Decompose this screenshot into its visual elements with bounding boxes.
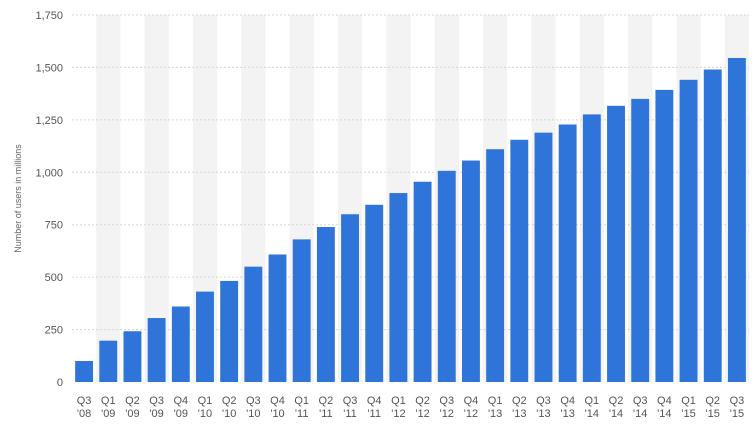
x-tick-label-year: '09	[125, 408, 139, 420]
bar[interactable]	[99, 340, 118, 382]
bars	[75, 57, 746, 383]
x-tick-label-quarter: Q3	[343, 395, 358, 407]
bar[interactable]	[292, 239, 311, 382]
x-tick-label-quarter: Q2	[222, 395, 237, 407]
y-tick-label: 750	[45, 220, 63, 232]
x-tick-label-quarter: Q4	[657, 395, 672, 407]
x-tick-label-quarter: Q4	[270, 395, 285, 407]
bar[interactable]	[437, 170, 456, 382]
bar[interactable]	[727, 57, 746, 383]
bar[interactable]	[510, 139, 529, 382]
bar[interactable]	[268, 254, 287, 382]
x-tick-label-quarter: Q2	[512, 395, 527, 407]
x-tick-label-year: '09	[149, 408, 163, 420]
x-tick-label-quarter: Q1	[391, 395, 406, 407]
x-tick-label-quarter: Q1	[198, 395, 213, 407]
bar[interactable]	[631, 98, 650, 382]
bar[interactable]	[196, 291, 214, 382]
x-tick-label-year: '12	[415, 408, 429, 420]
bar[interactable]	[365, 204, 384, 382]
x-tick-label-quarter: Q4	[173, 395, 188, 407]
x-tick-label-year: '11	[343, 408, 357, 420]
x-axis-ticks: Q3'08Q1'09Q2'09Q3'09Q4'09Q1'10Q2'10Q3'10…	[77, 395, 745, 420]
bar[interactable]	[582, 114, 601, 382]
x-tick-label-quarter: Q4	[560, 395, 575, 407]
x-tick-label-quarter: Q2	[125, 395, 140, 407]
x-tick-label-quarter: Q1	[584, 395, 599, 407]
bar[interactable]	[123, 331, 142, 382]
x-tick-label-year: '15	[706, 408, 720, 420]
bar[interactable]	[534, 132, 553, 382]
x-tick-label-year: '11	[295, 408, 309, 420]
x-tick-label-quarter: Q1	[681, 395, 696, 407]
x-tick-label-year: '13	[488, 408, 502, 420]
x-tick-label-quarter: Q3	[439, 395, 454, 407]
bar[interactable]	[147, 318, 166, 382]
x-tick-label-quarter: Q4	[464, 395, 479, 407]
x-tick-label-quarter: Q2	[319, 395, 334, 407]
bar[interactable]	[462, 160, 480, 382]
x-tick-label-year: '09	[101, 408, 115, 420]
x-tick-label-year: '10	[270, 408, 284, 420]
bar[interactable]	[316, 227, 335, 382]
x-tick-label-quarter: Q3	[633, 395, 648, 407]
x-tick-label-quarter: Q1	[101, 395, 116, 407]
x-tick-label-quarter: Q3	[246, 395, 261, 407]
x-tick-label-year: '14	[609, 408, 623, 420]
x-tick-label-quarter: Q2	[415, 395, 430, 407]
bar[interactable]	[558, 124, 577, 382]
x-tick-label-quarter: Q4	[367, 395, 382, 407]
bar[interactable]	[75, 361, 94, 382]
x-tick-label-year: '10	[222, 408, 236, 420]
x-tick-label-quarter: Q2	[609, 395, 624, 407]
x-tick-label-year: '09	[174, 408, 188, 420]
y-tick-label: 250	[45, 325, 63, 337]
x-tick-label-year: '15	[681, 408, 695, 420]
bar[interactable]	[341, 214, 359, 382]
x-tick-label-year: '12	[391, 408, 405, 420]
x-tick-label-quarter: Q1	[294, 395, 309, 407]
x-tick-label-year: '12	[464, 408, 478, 420]
y-tick-label: 1,750	[35, 10, 63, 22]
bar[interactable]	[413, 181, 432, 382]
bar[interactable]	[703, 69, 722, 383]
bar[interactable]	[486, 149, 505, 382]
x-tick-label-quarter: Q3	[730, 395, 745, 407]
x-tick-label-quarter: Q3	[149, 395, 164, 407]
bar[interactable]	[607, 105, 625, 383]
x-tick-label-year: '13	[512, 408, 526, 420]
x-tick-label-year: '15	[730, 408, 744, 420]
x-tick-label-year: '13	[560, 408, 574, 420]
x-tick-label-quarter: Q3	[77, 395, 92, 407]
x-tick-label-year: '11	[319, 408, 333, 420]
x-tick-label-year: '10	[198, 408, 212, 420]
x-tick-label-quarter: Q1	[488, 395, 503, 407]
y-tick-label: 1,500	[35, 62, 63, 74]
bar[interactable]	[244, 266, 263, 382]
bar[interactable]	[220, 280, 239, 382]
x-tick-label-quarter: Q3	[536, 395, 551, 407]
background-stripe	[96, 15, 121, 382]
x-tick-label-year: '12	[440, 408, 454, 420]
x-tick-label-year: '14	[585, 408, 599, 420]
bar[interactable]	[171, 306, 190, 382]
bar[interactable]	[655, 89, 674, 383]
x-tick-label-year: '13	[536, 408, 550, 420]
x-tick-label-year: '08	[77, 408, 91, 420]
y-axis-label: Number of users in millions	[13, 144, 23, 253]
x-tick-label-year: '10	[246, 408, 260, 420]
x-tick-label-quarter: Q2	[705, 395, 720, 407]
y-tick-label: 1,250	[35, 115, 63, 127]
x-tick-label-year: '14	[633, 408, 647, 420]
y-tick-label: 500	[45, 272, 63, 284]
y-tick-label: 1,000	[35, 167, 63, 179]
x-tick-label-year: '11	[367, 408, 381, 420]
bar[interactable]	[389, 193, 408, 382]
y-axis-ticks: 0 250 500 750 1,000 1,250 1,500 1,750	[35, 10, 63, 389]
y-tick-label: 0	[57, 377, 63, 389]
x-tick-label-year: '14	[657, 408, 671, 420]
bar[interactable]	[679, 79, 698, 383]
